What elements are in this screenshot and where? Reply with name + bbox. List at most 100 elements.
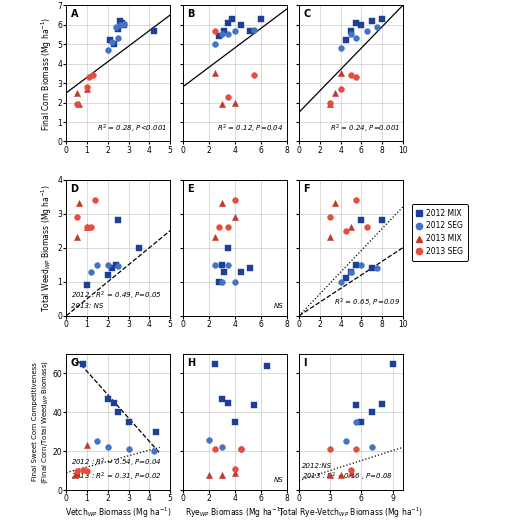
Point <box>246 264 254 272</box>
Point <box>217 100 225 109</box>
X-axis label: Total Rye-Vetch$_{WP}$ Biomass (Mg ha$^{-1}$): Total Rye-Vetch$_{WP}$ Biomass (Mg ha$^{… <box>278 506 423 521</box>
Point <box>230 26 238 35</box>
Point <box>151 427 159 436</box>
Point <box>89 71 97 80</box>
Point <box>211 233 219 242</box>
Point <box>263 362 271 370</box>
Point <box>110 40 118 48</box>
Point <box>112 23 120 31</box>
Point <box>93 437 101 446</box>
Text: E: E <box>186 184 193 194</box>
Point <box>351 18 359 27</box>
Point <box>217 278 225 286</box>
Text: D: D <box>70 184 78 194</box>
Point <box>72 466 80 475</box>
Y-axis label: Final Corn Biomass (Mg ha$^{-1}$): Final Corn Biomass (Mg ha$^{-1}$) <box>40 16 54 131</box>
Text: 2012 : $R^2$ = 0.54, P=0.04
2013 : $R^2$ = 0.31, P=0.02: 2012 : $R^2$ = 0.54, P=0.04 2013 : $R^2$… <box>71 457 162 483</box>
Point <box>214 32 222 41</box>
Point <box>357 216 365 225</box>
Point <box>211 69 219 77</box>
Point <box>351 445 359 453</box>
Point <box>223 18 232 27</box>
Point <box>211 260 219 269</box>
Point <box>83 85 91 93</box>
Point <box>230 278 238 286</box>
X-axis label: Vetch$_{WP}$ Biomass (Mg ha$^{-1}$): Vetch$_{WP}$ Biomass (Mg ha$^{-1}$) <box>65 506 171 521</box>
Point <box>124 445 132 453</box>
Point <box>346 26 354 35</box>
Point <box>351 401 359 409</box>
Point <box>336 470 344 479</box>
Point <box>325 100 333 109</box>
Point <box>108 38 116 46</box>
Point <box>249 25 258 34</box>
Point <box>72 470 80 478</box>
Text: 2012:NS
2013 : $R^2$ =0.16 , P=0.08: 2012:NS 2013 : $R^2$ =0.16 , P=0.08 <box>301 463 392 483</box>
Point <box>83 223 91 231</box>
Point <box>217 443 225 452</box>
Point <box>87 223 95 231</box>
Point <box>346 30 354 38</box>
Point <box>367 408 375 416</box>
Point <box>372 264 380 272</box>
Point <box>83 223 91 231</box>
Point <box>120 21 128 29</box>
Point <box>124 418 132 426</box>
Point <box>83 441 91 450</box>
Point <box>72 89 80 97</box>
Point <box>72 100 80 109</box>
Point <box>110 398 118 407</box>
Point <box>114 262 122 271</box>
Point <box>367 443 375 452</box>
Point <box>372 23 380 31</box>
Point <box>341 36 349 44</box>
Point <box>223 30 232 38</box>
Text: I: I <box>302 358 306 368</box>
Point <box>346 267 354 276</box>
Point <box>91 196 99 204</box>
Point <box>331 89 339 97</box>
Text: B: B <box>186 9 194 19</box>
Point <box>230 464 238 473</box>
Point <box>83 281 91 289</box>
Point <box>351 196 359 204</box>
Point <box>341 274 349 282</box>
Point <box>230 418 238 426</box>
Point <box>204 470 212 479</box>
Point <box>351 260 359 269</box>
Point <box>362 26 370 35</box>
Point <box>114 216 122 225</box>
Point <box>79 465 87 474</box>
Text: F: F <box>302 184 309 194</box>
Point <box>149 26 157 35</box>
Point <box>325 233 333 242</box>
Point <box>211 26 219 35</box>
Point <box>325 99 333 107</box>
Point <box>230 196 238 204</box>
Point <box>87 267 95 276</box>
Point <box>325 470 333 479</box>
Point <box>351 34 359 43</box>
Point <box>331 199 339 208</box>
Point <box>116 17 124 25</box>
Point <box>362 223 370 231</box>
Text: $R^2$ = 0.24, P=0.001: $R^2$ = 0.24, P=0.001 <box>329 122 399 135</box>
Point <box>83 83 91 91</box>
Text: NS: NS <box>273 303 283 309</box>
Point <box>220 267 228 276</box>
Point <box>106 36 114 44</box>
Point <box>220 26 228 35</box>
Point <box>336 85 344 93</box>
Point <box>351 73 359 82</box>
Point <box>217 470 225 479</box>
Point <box>325 445 333 453</box>
Point <box>336 44 344 52</box>
Point <box>217 394 225 403</box>
Text: $R^2$ = 0.28, P<0.001: $R^2$ = 0.28, P<0.001 <box>97 122 167 135</box>
Point <box>246 26 254 35</box>
Point <box>135 243 143 252</box>
Point <box>249 71 258 80</box>
Point <box>72 213 80 221</box>
Point <box>325 213 333 221</box>
Text: H: H <box>186 358 194 368</box>
